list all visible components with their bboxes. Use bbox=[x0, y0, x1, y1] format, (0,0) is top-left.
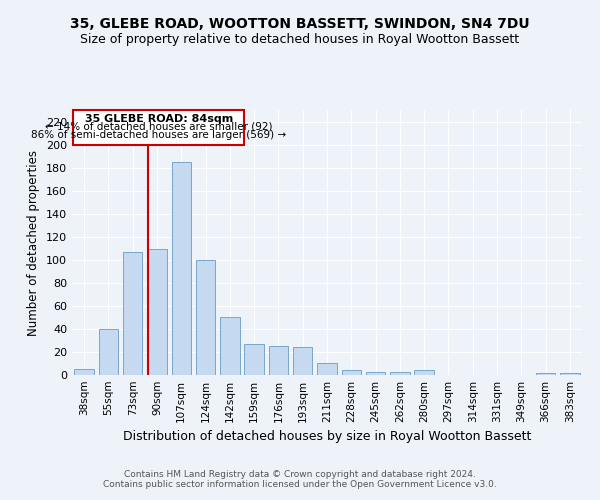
Bar bbox=[560, 372, 580, 375]
Bar bbox=[172, 162, 191, 375]
Bar bbox=[293, 348, 313, 375]
Bar bbox=[341, 370, 361, 375]
Y-axis label: Number of detached properties: Number of detached properties bbox=[28, 150, 40, 336]
Bar bbox=[390, 372, 410, 375]
X-axis label: Distribution of detached houses by size in Royal Wootton Bassett: Distribution of detached houses by size … bbox=[123, 430, 531, 444]
Bar bbox=[147, 250, 167, 375]
FancyBboxPatch shape bbox=[73, 110, 244, 144]
Bar bbox=[99, 329, 118, 375]
Text: ← 14% of detached houses are smaller (92): ← 14% of detached houses are smaller (92… bbox=[45, 122, 272, 132]
Text: 86% of semi-detached houses are larger (569) →: 86% of semi-detached houses are larger (… bbox=[31, 130, 286, 140]
Bar bbox=[415, 370, 434, 375]
Bar bbox=[269, 346, 288, 375]
Bar bbox=[74, 369, 94, 375]
Bar bbox=[123, 252, 142, 375]
Bar bbox=[366, 372, 385, 375]
Bar bbox=[317, 364, 337, 375]
Bar bbox=[196, 260, 215, 375]
Bar bbox=[536, 372, 555, 375]
Bar bbox=[244, 344, 264, 375]
Text: 35, GLEBE ROAD, WOOTTON BASSETT, SWINDON, SN4 7DU: 35, GLEBE ROAD, WOOTTON BASSETT, SWINDON… bbox=[70, 18, 530, 32]
Text: 35 GLEBE ROAD: 84sqm: 35 GLEBE ROAD: 84sqm bbox=[85, 114, 233, 124]
Bar bbox=[220, 318, 239, 375]
Text: Size of property relative to detached houses in Royal Wootton Bassett: Size of property relative to detached ho… bbox=[80, 32, 520, 46]
Text: Contains HM Land Registry data © Crown copyright and database right 2024.
Contai: Contains HM Land Registry data © Crown c… bbox=[103, 470, 497, 489]
